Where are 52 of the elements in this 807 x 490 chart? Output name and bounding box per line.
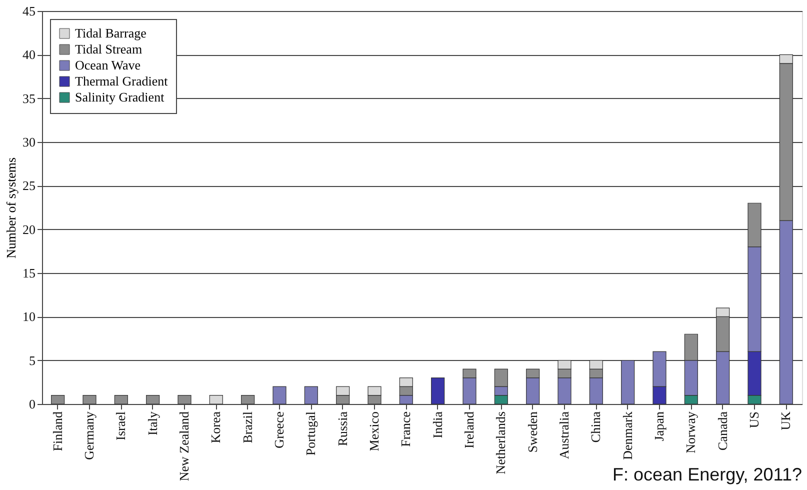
bar <box>431 378 445 404</box>
x-tick-label: Korea <box>208 411 224 444</box>
x-tick-label: UK <box>778 410 794 430</box>
y-tick-label: 20 <box>22 222 36 237</box>
y-tick-label: 5 <box>29 352 36 368</box>
y-tick-label: 0 <box>29 396 36 412</box>
bar <box>114 394 128 404</box>
bar <box>178 394 192 404</box>
x-tick-label: Norway <box>683 411 698 454</box>
y-tick-label: 10 <box>22 309 36 324</box>
legend-label: Salinity Gradient <box>75 90 165 104</box>
x-tick-label: Portugal <box>303 411 318 456</box>
bar <box>51 394 65 404</box>
bar <box>241 394 255 404</box>
x-tick-label: Mexico <box>366 412 382 452</box>
bar <box>146 394 160 404</box>
x-tick-label: Sweden <box>524 411 540 453</box>
y-tick-label: 45 <box>22 4 36 18</box>
x-tick-label: Germany <box>82 411 96 460</box>
x-tick-label: US <box>746 412 762 428</box>
legend-label: Thermal Gradient <box>75 74 168 88</box>
y-axis-title: Number of systems <box>4 157 18 259</box>
x-tick-label: Ireland <box>462 411 476 448</box>
x-tick-label: New Zealand <box>176 411 192 482</box>
legend-label: Tidal Barrage <box>75 26 147 40</box>
legend-label: Tidal Stream <box>75 42 142 56</box>
y-tick-label: 25 <box>22 178 36 194</box>
x-tick-label: China <box>588 411 604 443</box>
legend-label: Ocean Wave <box>75 58 141 72</box>
x-tick-label: Australia <box>556 411 572 460</box>
text: F: ocean Energy, 2011? <box>612 464 802 485</box>
bar <box>304 386 318 404</box>
x-tick-label: Greece <box>272 411 286 448</box>
y-tick-label: 30 <box>22 134 36 150</box>
y-tick-label: 15 <box>22 266 36 280</box>
bar <box>272 386 286 404</box>
x-tick-label: Netherlands <box>493 412 508 474</box>
bar <box>82 394 96 404</box>
x-tick-label: Canada <box>714 411 730 450</box>
bar <box>209 394 223 404</box>
x-tick-label: Finland <box>50 411 65 452</box>
x-tick-label: Israel <box>113 411 128 440</box>
x-tick-label: India <box>430 411 445 438</box>
bar <box>621 360 635 404</box>
x-tick-label: Brazil <box>240 411 255 444</box>
y-tick-label: 35 <box>22 90 36 106</box>
y-tick-label: 40 <box>22 47 36 62</box>
x-tick-label: Denmark <box>620 411 635 460</box>
x-tick-label: France <box>398 411 414 447</box>
x-tick-label: Russia <box>334 411 350 446</box>
x-tick-label: Italy <box>144 411 160 436</box>
x-tick-label: Japan <box>652 411 666 442</box>
